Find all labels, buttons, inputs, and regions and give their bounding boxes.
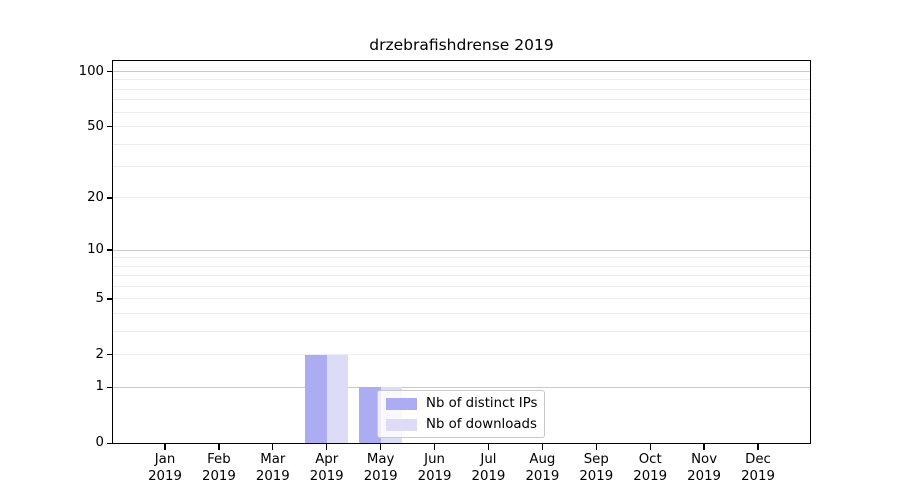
x-tick-mark — [272, 444, 274, 451]
x-tick-month: Aug — [529, 452, 556, 468]
x-tick-year: 2019 — [255, 468, 290, 484]
y-tick-mark — [107, 442, 113, 444]
x-tick-mark — [326, 444, 328, 451]
bar-distinct-ips — [359, 387, 381, 444]
legend-item-downloads: Nb of downloads — [386, 417, 537, 432]
x-tick-month: Dec — [745, 452, 771, 468]
y-tick-mark — [107, 386, 113, 389]
gridline-major — [113, 249, 810, 251]
x-tick-label: Aug 2019 — [512, 452, 572, 485]
x-tick-label: Jun 2019 — [405, 452, 465, 485]
legend-label-downloads: Nb of downloads — [426, 417, 537, 432]
x-tick-label: Mar 2019 — [243, 452, 303, 485]
y-tick-label: 5 — [95, 290, 104, 306]
gridline-minor — [113, 298, 810, 300]
gridline-minor — [113, 143, 810, 145]
x-tick-label: May 2019 — [351, 452, 411, 485]
x-tick-month: Nov — [691, 452, 718, 468]
y-tick-label: 20 — [87, 189, 104, 205]
y-tick-mark — [107, 197, 113, 199]
x-tick-mark — [595, 444, 597, 451]
x-tick-year: 2019 — [579, 468, 614, 484]
gridline-minor — [113, 111, 810, 113]
gridline-minor — [113, 285, 810, 287]
y-tick-label: 100 — [78, 63, 104, 79]
x-tick-year: 2019 — [309, 468, 344, 484]
x-tick-mark — [218, 444, 220, 451]
gridline-minor — [113, 257, 810, 259]
x-tick-month: Jan — [154, 452, 176, 468]
y-tick-mark — [107, 70, 113, 73]
gridline-minor — [113, 354, 810, 356]
x-tick-mark — [164, 444, 166, 451]
y-tick-label: 2 — [95, 346, 104, 362]
x-tick-label: Oct 2019 — [620, 452, 680, 485]
x-tick-month: Sep — [583, 452, 609, 468]
gridline-minor — [113, 313, 810, 315]
gridline-major — [113, 386, 810, 388]
y-tick-label: 0 — [95, 435, 104, 451]
gridline-minor — [113, 265, 810, 267]
x-tick-year: 2019 — [741, 468, 775, 484]
x-tick-year: 2019 — [201, 468, 236, 484]
x-tick-month: Feb — [207, 452, 231, 468]
legend-swatch-distinct-ips — [386, 397, 417, 410]
bar-downloads — [326, 354, 349, 444]
x-tick-year: 2019 — [417, 468, 452, 484]
y-tick-mark — [107, 354, 113, 356]
y-tick-label: 1 — [95, 379, 104, 395]
x-tick-label: Apr 2019 — [297, 452, 357, 485]
y-tick-label: 50 — [87, 118, 104, 134]
y-tick-label: 10 — [87, 242, 104, 258]
x-tick-month: May — [366, 452, 395, 468]
x-tick-mark — [649, 444, 651, 451]
x-tick-year: 2019 — [363, 468, 398, 484]
x-tick-year: 2019 — [633, 468, 668, 484]
chart-title: drzebrafishdrense 2019 — [369, 36, 554, 54]
x-tick-mark — [757, 444, 759, 451]
x-tick-mark — [433, 444, 436, 451]
gridline-minor — [113, 275, 810, 277]
x-tick-month: Jun — [424, 452, 445, 468]
gridline-minor — [113, 88, 810, 90]
x-tick-mark — [487, 444, 490, 451]
legend-label-distinct-ips: Nb of distinct IPs — [426, 396, 538, 411]
x-tick-label: Sep 2019 — [566, 452, 626, 485]
y-tick-mark — [107, 249, 113, 251]
gridline-major — [113, 71, 810, 72]
gridline-minor — [113, 79, 810, 81]
x-tick-year: 2019 — [471, 468, 506, 484]
x-tick-mark — [379, 444, 382, 451]
x-tick-month: Apr — [315, 452, 339, 468]
x-tick-month: Mar — [260, 452, 286, 468]
legend: Nb of distinct IPs Nb of downloads — [377, 390, 545, 438]
gridline-minor — [113, 197, 810, 199]
legend-swatch-downloads — [386, 418, 417, 431]
bar-distinct-ips — [305, 354, 327, 444]
x-tick-year: 2019 — [148, 468, 182, 484]
y-tick-mark — [107, 125, 113, 128]
x-tick-label: Jan 2019 — [135, 452, 195, 485]
x-tick-mark — [703, 444, 705, 451]
x-tick-label: Dec 2019 — [728, 452, 788, 485]
y-tick-mark — [107, 298, 113, 300]
x-tick-month: Jul — [480, 452, 497, 468]
gridline-minor — [113, 331, 810, 333]
legend-item-distinct-ips: Nb of distinct IPs — [386, 396, 538, 411]
gridline-minor — [113, 99, 810, 101]
x-tick-year: 2019 — [525, 468, 560, 484]
x-tick-label: Nov 2019 — [674, 452, 734, 485]
x-tick-mark — [541, 444, 544, 451]
x-tick-label: Feb 2019 — [189, 452, 249, 485]
x-tick-label: Jul 2019 — [458, 452, 518, 485]
x-tick-year: 2019 — [687, 468, 722, 484]
x-tick-month: Oct — [638, 452, 662, 468]
gridline-minor — [113, 166, 810, 168]
gridline-minor — [113, 126, 810, 128]
